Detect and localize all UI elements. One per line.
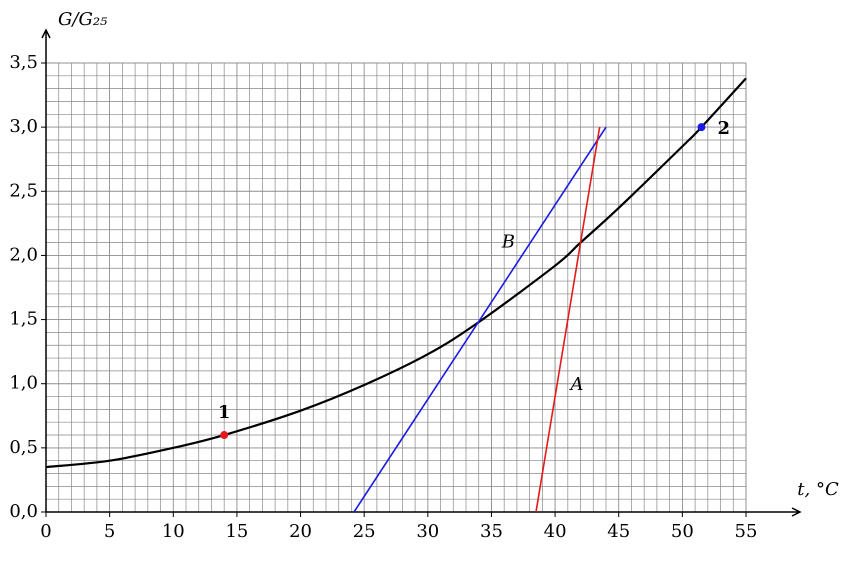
x-tick-label: 55	[735, 521, 758, 542]
y-tick-label: 0,5	[9, 437, 38, 458]
y-tick-label: 1,5	[9, 309, 38, 330]
x-axis	[46, 507, 802, 517]
y-tick-label: 2,0	[9, 244, 38, 265]
series-line	[45, 77, 747, 469]
x-tick-label: 20	[289, 521, 312, 542]
x-tick-label: 5	[104, 521, 115, 542]
y-tick-label: 1,0	[9, 373, 38, 394]
point-label: 1	[218, 402, 231, 423]
x-axis-label: t, °C	[797, 479, 839, 500]
point	[220, 431, 229, 440]
line-label: A	[569, 374, 584, 395]
point	[697, 123, 706, 132]
y-axis	[41, 28, 51, 512]
x-tick-label: 15	[225, 521, 248, 542]
x-tick-label: 35	[480, 521, 503, 542]
x-tick-label: 25	[353, 521, 376, 542]
line-label: B	[501, 232, 515, 253]
x-tick-label: 30	[416, 521, 439, 542]
x-tick-label: 45	[607, 521, 630, 542]
series-line	[535, 127, 601, 513]
y-tick-label: 3,5	[9, 52, 38, 73]
y-axis-label: G/G₂₅	[58, 9, 107, 30]
y-tick-label: 0,0	[9, 501, 38, 522]
x-tick-label: 50	[671, 521, 694, 542]
x-tick-label: 0	[40, 521, 51, 542]
series-line	[353, 126, 607, 513]
x-tick-label: 40	[544, 521, 567, 542]
x-tick-label: 10	[162, 521, 185, 542]
point-label: 2	[717, 118, 730, 139]
y-tick-label: 3,0	[9, 116, 38, 137]
y-tick-label: 2,5	[9, 180, 38, 201]
